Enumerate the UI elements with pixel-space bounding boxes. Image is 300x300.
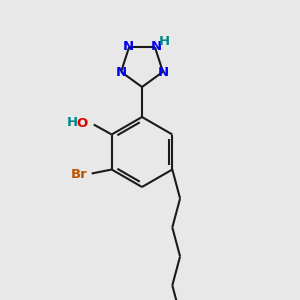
Text: N: N bbox=[122, 40, 134, 53]
Text: N: N bbox=[116, 66, 127, 79]
Text: Br: Br bbox=[70, 168, 87, 181]
Text: N: N bbox=[150, 40, 161, 53]
Text: H: H bbox=[67, 116, 78, 129]
Text: N: N bbox=[158, 66, 169, 79]
Text: H: H bbox=[158, 35, 169, 48]
Text: O: O bbox=[76, 117, 87, 130]
